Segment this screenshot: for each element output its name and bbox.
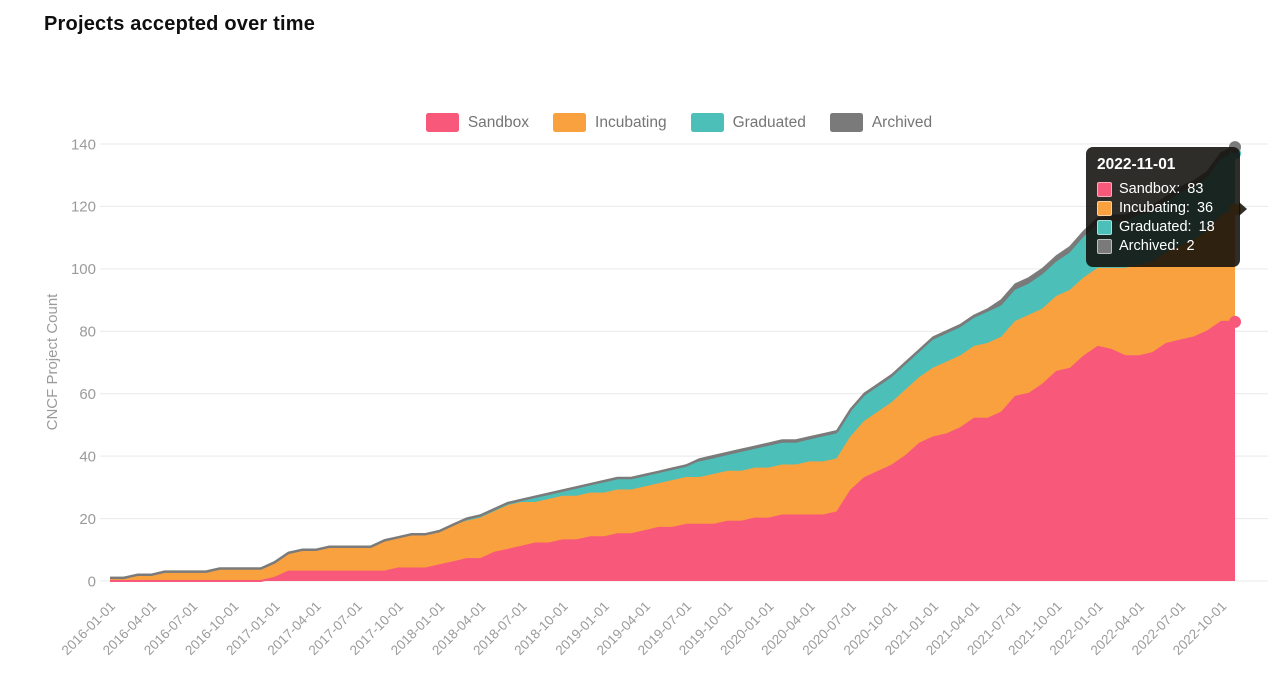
archived-swatch-icon xyxy=(1097,238,1112,254)
legend-item-sandbox[interactable]: Sandbox xyxy=(425,113,530,132)
incubating-swatch-icon xyxy=(1097,200,1112,216)
x-axis-tick-labels: 2016-01-012016-04-012016-07-012016-10-01… xyxy=(59,599,1230,658)
graduated-swatch-icon xyxy=(1097,219,1112,235)
legend-item-incubating[interactable]: Incubating xyxy=(553,113,667,132)
svg-text:100: 100 xyxy=(71,261,96,278)
tooltip-label: Archived: xyxy=(1119,238,1180,254)
area-incubating xyxy=(110,209,1235,581)
tooltip-row-sandbox: Sandbox: 83 xyxy=(1097,181,1229,197)
tooltip-value: 36 xyxy=(1196,200,1214,216)
tooltip-row-graduated: Graduated: 18 xyxy=(1097,219,1229,235)
tooltip-date: 2022-11-01 xyxy=(1097,156,1176,173)
point-marker-sandbox xyxy=(1229,315,1241,328)
tooltip-value: 18 xyxy=(1198,219,1215,235)
svg-text:40: 40 xyxy=(79,448,96,465)
legend-label-archived: Archived xyxy=(871,113,933,131)
total-line xyxy=(110,145,1236,580)
svg-text:60: 60 xyxy=(79,386,96,403)
svg-text:120: 120 xyxy=(71,199,96,216)
tooltip-label: Incubating: xyxy=(1119,200,1190,216)
legend-label-incubating: Incubating xyxy=(595,113,667,131)
band-outlines xyxy=(110,145,1236,582)
legend-label-graduated: Graduated xyxy=(732,113,806,131)
graduated-swatch-icon xyxy=(690,113,724,132)
tooltip: 2022-11-01 Sandbox: 83 Incubating: 36 Gr… xyxy=(1086,147,1247,267)
incubating-swatch-icon xyxy=(553,113,587,132)
area-sandbox xyxy=(110,321,1235,581)
tooltip-row-incubating: Incubating: 36 xyxy=(1097,200,1229,216)
line-sandbox xyxy=(110,320,1235,582)
tooltip-label: Graduated: xyxy=(1119,219,1192,235)
tooltip-label: Sandbox: xyxy=(1119,181,1181,197)
svg-text:0: 0 xyxy=(88,573,96,590)
y-axis-tick-labels: 0 20 40 60 80 100 120 140 xyxy=(71,136,96,590)
legend-item-graduated[interactable]: Graduated xyxy=(690,113,806,132)
svg-text:80: 80 xyxy=(79,324,96,341)
legend-item-archived[interactable]: Archived xyxy=(829,113,933,132)
area-bands xyxy=(110,147,1235,581)
tooltip-value: 2 xyxy=(1186,238,1195,254)
sandbox-swatch-icon xyxy=(1097,181,1112,197)
archived-swatch-icon xyxy=(829,113,863,132)
tooltip-row-archived: Archived: 2 xyxy=(1097,238,1229,254)
y-axis-title: CNCF Project Count xyxy=(44,293,61,431)
tooltip-value: 83 xyxy=(1187,181,1204,197)
chart-title: Projects accepted over time xyxy=(44,13,316,35)
svg-text:140: 140 xyxy=(71,136,96,153)
legend-label-sandbox: Sandbox xyxy=(467,113,530,131)
svg-text:20: 20 xyxy=(79,511,96,528)
legend: Sandbox Incubating Graduated Archived xyxy=(105,113,1253,132)
sandbox-swatch-icon xyxy=(425,113,459,132)
